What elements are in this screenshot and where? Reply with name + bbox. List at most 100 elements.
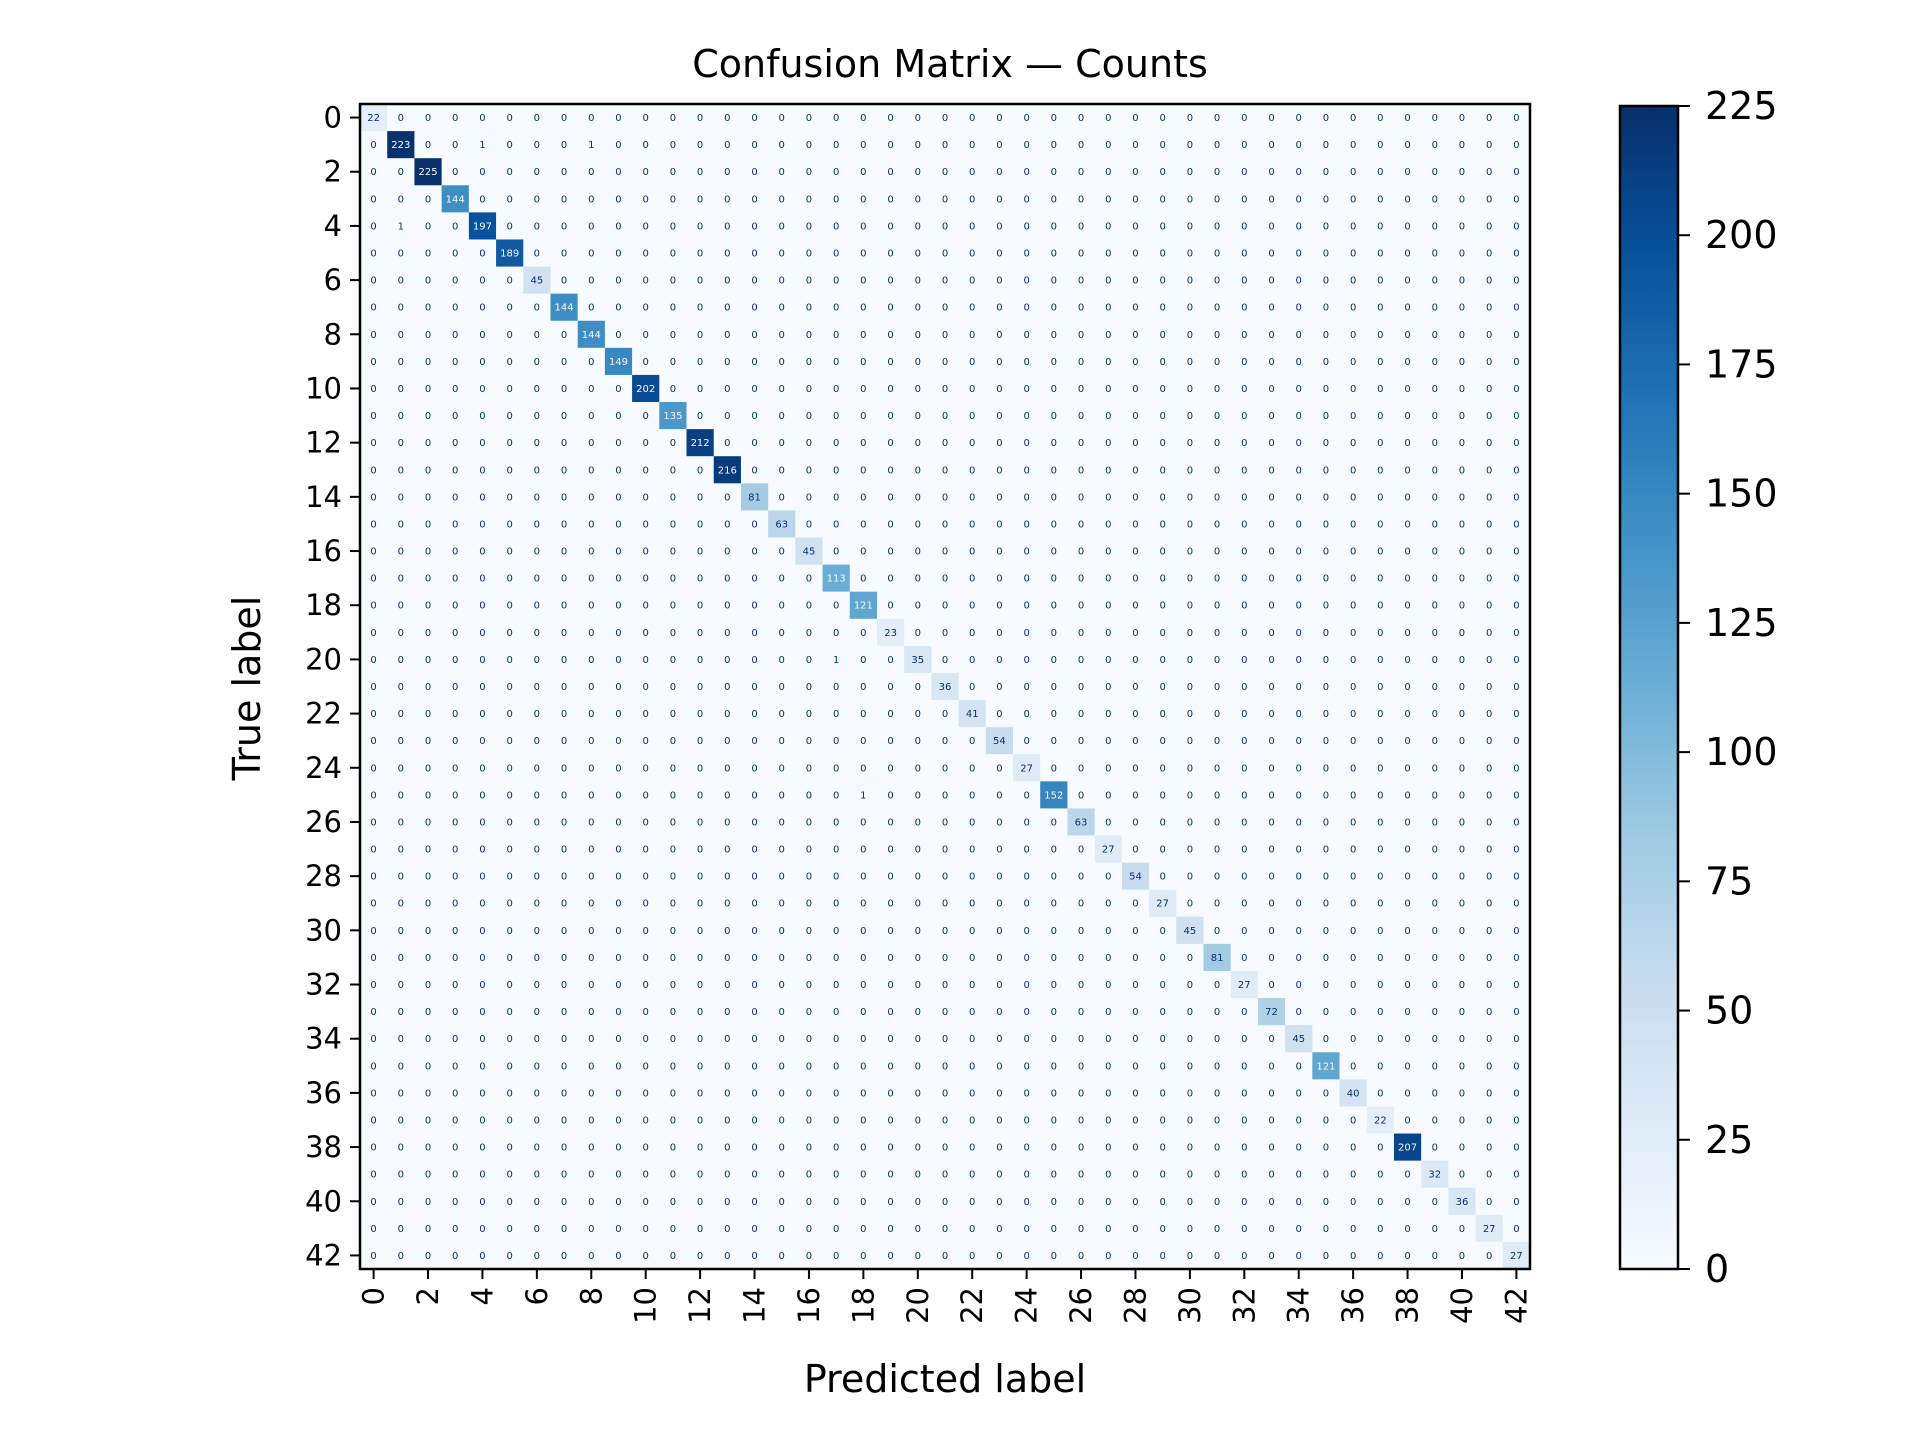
cell-value-label: 0	[1323, 1251, 1329, 1262]
heatmap-cell	[1121, 104, 1150, 132]
cell-value-label: 0	[1486, 492, 1492, 503]
cell-value-label: 0	[479, 682, 485, 693]
y-tick-label: 8	[324, 317, 342, 351]
cell-value-label: 0	[724, 249, 730, 260]
cell-value-label: 0	[1159, 1170, 1165, 1181]
cell-value-label: 0	[615, 492, 621, 503]
cell-value-label: 0	[1268, 519, 1274, 530]
heatmap-cell	[1393, 239, 1422, 268]
cell-value-label: 0	[751, 140, 757, 151]
heatmap-cell	[1312, 104, 1341, 132]
heatmap-cell	[523, 104, 552, 132]
cell-value-label: 0	[1323, 1115, 1329, 1126]
cell-value-label: 0	[942, 303, 948, 314]
heatmap-cell	[387, 293, 416, 322]
cell-value-label: 0	[1132, 1224, 1138, 1235]
cell-value-label: 0	[643, 411, 649, 422]
cell-value-label: 0	[1132, 817, 1138, 828]
cell-value-label: 0	[1078, 113, 1084, 124]
cell-value-label: 0	[751, 574, 757, 585]
cell-value-label: 0	[588, 601, 594, 612]
cell-value-label: 0	[1268, 384, 1274, 395]
cell-value-label: 0	[1268, 140, 1274, 151]
heatmap-cell	[1285, 239, 1313, 268]
cell-value-label: 0	[724, 1115, 730, 1126]
cell-value-label: 0	[534, 113, 540, 124]
cell-value-label: 0	[806, 357, 812, 368]
heatmap-cell	[1475, 212, 1504, 241]
cell-value-label: 0	[1486, 357, 1492, 368]
cell-value-label: 0	[1241, 330, 1247, 341]
cell-value-label: 113	[827, 574, 846, 585]
cell-value-label: 0	[398, 628, 404, 639]
cell-value-label: 0	[887, 547, 893, 558]
x-tick-label: 14	[738, 1287, 772, 1324]
cell-value-label: 0	[534, 845, 540, 856]
cell-value-label: 0	[1377, 790, 1383, 801]
cell-value-label: 0	[1159, 384, 1165, 395]
cell-value-label: 0	[398, 655, 404, 666]
cell-value-label: 0	[1432, 926, 1438, 937]
cell-value-label: 0	[1051, 384, 1057, 395]
cell-value-label: 0	[479, 465, 485, 476]
cell-value-label: 0	[615, 899, 621, 910]
cell-value-label: 0	[1513, 1115, 1519, 1126]
heatmap-cell	[441, 293, 470, 322]
x-tick-label: 40	[1445, 1287, 1479, 1324]
cell-value-label: 0	[643, 465, 649, 476]
cell-value-label: 0	[1051, 953, 1057, 964]
cell-value-label: 0	[860, 1224, 866, 1235]
cell-value-label: 0	[1296, 194, 1302, 205]
cell-value-label: 0	[479, 736, 485, 747]
cell-value-label: 0	[452, 926, 458, 937]
cell-value-label: 0	[915, 1061, 921, 1072]
cell-value-label: 0	[1486, 872, 1492, 883]
cell-value-label: 0	[833, 1143, 839, 1154]
cell-value-label: 0	[1486, 574, 1492, 585]
heatmap-cell	[1475, 104, 1504, 132]
cell-value-label: 0	[425, 1088, 431, 1099]
cell-value-label: 0	[1078, 330, 1084, 341]
heatmap-cell	[577, 185, 606, 213]
cell-value-label: 0	[534, 492, 540, 503]
cell-value-label: 0	[887, 1088, 893, 1099]
cell-value-label: 0	[697, 1088, 703, 1099]
heatmap-cell	[1176, 104, 1205, 132]
cell-value-label: 0	[1105, 465, 1111, 476]
cell-value-label: 0	[561, 628, 567, 639]
cell-value-label: 0	[697, 519, 703, 530]
heatmap-cell	[1203, 239, 1232, 268]
heatmap-cell	[686, 212, 715, 241]
cell-value-label: 0	[779, 1088, 785, 1099]
cell-value-label: 0	[942, 249, 948, 260]
cell-value-label: 0	[779, 465, 785, 476]
heatmap-cell	[713, 158, 742, 186]
cell-value-label: 0	[588, 411, 594, 422]
cell-value-label: 0	[1377, 817, 1383, 828]
cell-value-label: 0	[425, 303, 431, 314]
cell-value-label: 0	[1159, 357, 1165, 368]
cell-value-label: 0	[1078, 465, 1084, 476]
heatmap-cell	[1203, 212, 1232, 241]
cell-value-label: 0	[697, 601, 703, 612]
cell-value-label: 0	[1241, 547, 1247, 558]
cell-value-label: 0	[1377, 1251, 1383, 1262]
cell-value-label: 0	[1377, 763, 1383, 774]
cell-value-label: 0	[915, 276, 921, 287]
cell-value-label: 0	[506, 438, 512, 449]
cell-value-label: 0	[1051, 763, 1057, 774]
cell-value-label: 0	[1132, 682, 1138, 693]
cell-value-label: 0	[860, 519, 866, 530]
cell-value-label: 0	[398, 872, 404, 883]
cell-value-label: 0	[506, 736, 512, 747]
cell-value-label: 0	[996, 790, 1002, 801]
heatmap-cell	[1339, 185, 1368, 213]
y-tick-label: 20	[305, 642, 342, 676]
heatmap-cell	[604, 158, 633, 186]
cell-value-label: 0	[942, 1170, 948, 1181]
cell-value-label: 0	[996, 492, 1002, 503]
cell-value-label: 0	[1459, 1143, 1465, 1154]
cell-value-label: 0	[1296, 492, 1302, 503]
cell-value-label: 0	[452, 601, 458, 612]
cell-value-label: 0	[1214, 845, 1220, 856]
